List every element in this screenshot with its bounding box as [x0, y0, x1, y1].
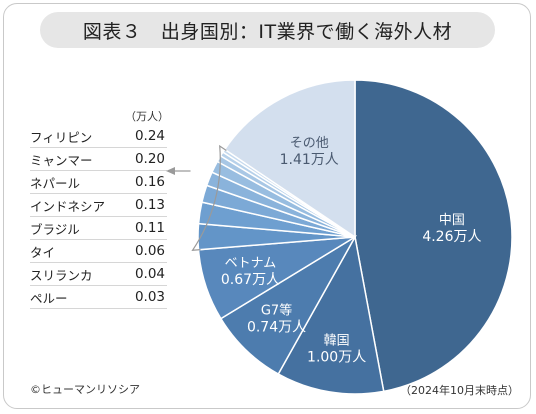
slice-value-label: 0.67万人 — [221, 272, 280, 288]
small-slices-bracket — [191, 144, 227, 251]
legend-row: ネパール 0.16 — [30, 171, 167, 194]
legend-row: ブラジル 0.11 — [30, 217, 167, 240]
slice-name-label: ベトナム — [225, 256, 277, 271]
pie-slice — [277, 234, 385, 395]
legend-row: ミャンマー 0.20 — [30, 148, 167, 171]
slice-name-label: 韓国 — [324, 334, 350, 349]
unit-label: （万人） — [125, 110, 169, 123]
legend-row-name: ブラジル — [30, 221, 80, 237]
chart-frame — [3, 3, 531, 409]
legend-row-name: フィリピン — [30, 129, 93, 145]
legend-row-name: タイ — [30, 244, 56, 260]
legend-row-value: 0.13 — [134, 197, 165, 213]
legend-row-name: スリランカ — [30, 267, 93, 283]
legend-row-value: 0.16 — [134, 174, 165, 190]
legend-row-name: インドネシア — [30, 198, 106, 214]
legend-row-value: 0.06 — [134, 243, 165, 259]
legend-row-name: ペルー — [30, 290, 68, 306]
legend-arrow-head — [166, 167, 175, 175]
legend-row: タイ 0.06 — [30, 240, 167, 263]
pie-slice — [354, 79, 513, 393]
slice-value-label: 0.74万人 — [247, 319, 306, 335]
legend-row: ペルー 0.03 — [30, 286, 167, 309]
chart-title: 図表３ 出身国別：IT業界で働く海外人材 — [40, 12, 495, 48]
legend-row: フィリピン 0.24 — [30, 125, 167, 148]
legend-row: インドネシア 0.13 — [30, 194, 167, 217]
slice-name-label: その他 — [290, 136, 329, 151]
slice-value-label: 1.41万人 — [280, 152, 339, 168]
legend-table: フィリピン 0.24 ミャンマー 0.20 ネパール 0.16 インドネシア 0.13 ブラジル… — [30, 125, 167, 309]
pie-slice — [223, 79, 356, 239]
date-note: （2024年10月末時点） — [400, 384, 519, 397]
legend-row-name: ミャンマー — [30, 152, 93, 168]
slice-name-label: G7等 — [261, 302, 292, 318]
legend-row-value: 0.20 — [134, 151, 165, 167]
legend-row-value: 0.03 — [134, 289, 165, 305]
legend-row-value: 0.11 — [134, 220, 165, 236]
legend-row-value: 0.24 — [134, 128, 165, 144]
copyright: ©ヒューマンリソシア — [30, 383, 140, 396]
legend-row-value: 0.04 — [134, 266, 165, 282]
legend-row-name: ネパール — [30, 175, 81, 191]
slice-name-label: 中国 — [439, 213, 465, 228]
slice-value-label: 1.00万人 — [307, 350, 366, 366]
slice-value-label: 4.26万人 — [422, 229, 481, 245]
legend-row: スリランカ 0.04 — [30, 263, 167, 286]
